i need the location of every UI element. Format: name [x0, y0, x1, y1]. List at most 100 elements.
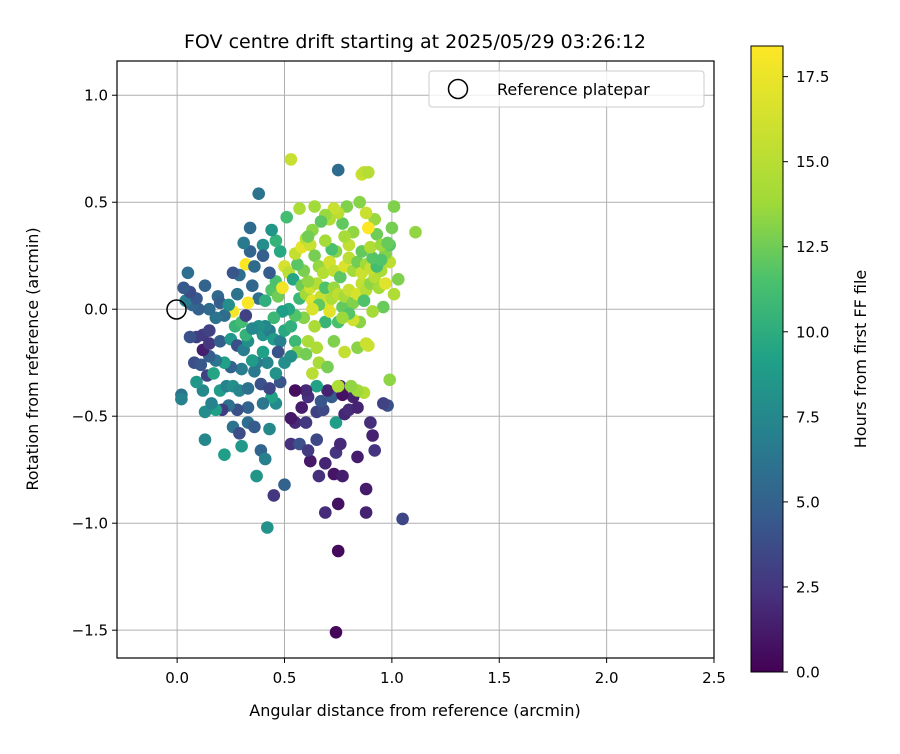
colorbar-ticks: 0.0 2.5 5.0 7.5 10.0 12.5 15.0 17.5	[783, 68, 829, 682]
data-point	[248, 260, 261, 273]
data-point	[288, 335, 302, 348]
y-tick-label: 0.5	[84, 194, 108, 212]
data-point	[327, 335, 341, 348]
data-point	[310, 433, 324, 447]
data-point	[392, 273, 405, 286]
data-point	[334, 270, 347, 284]
data-point	[340, 200, 354, 213]
data-point	[319, 315, 332, 329]
x-tick-label: 1.0	[380, 669, 404, 687]
data-point	[198, 405, 212, 419]
data-point	[273, 335, 287, 348]
data-point	[301, 230, 315, 243]
data-point	[288, 384, 302, 397]
data-point	[273, 245, 287, 258]
data-point	[310, 341, 324, 355]
data-point	[256, 397, 270, 410]
data-point	[291, 258, 304, 271]
x-tick-label: 2.5	[702, 669, 726, 687]
data-point	[269, 367, 283, 380]
data-point	[308, 320, 321, 333]
colorbar-tick-label: 17.5	[796, 68, 829, 86]
data-point	[175, 392, 188, 406]
data-point	[351, 450, 364, 464]
data-point	[304, 454, 317, 468]
data-point	[308, 249, 321, 262]
data-point	[385, 221, 399, 235]
x-tick-label: 2.0	[595, 669, 619, 687]
data-point	[261, 521, 274, 534]
data-point	[256, 249, 270, 262]
data-point	[359, 206, 373, 220]
data-point	[250, 469, 263, 483]
data-point	[181, 266, 195, 280]
data-point	[374, 253, 388, 267]
y-tick-label: −1.5	[72, 622, 108, 640]
y-tick-label: −1.0	[72, 515, 108, 533]
data-point	[319, 457, 332, 470]
data-point	[190, 375, 203, 389]
data-point	[364, 240, 377, 254]
data-point	[331, 497, 345, 511]
data-point	[409, 225, 422, 239]
data-point	[213, 335, 227, 348]
data-point	[310, 379, 324, 393]
data-point	[321, 384, 334, 397]
data-point	[321, 360, 334, 374]
data-point	[278, 356, 291, 370]
data-point	[357, 294, 371, 308]
chart-title: FOV centre drift starting at 2025/05/29 …	[184, 31, 646, 53]
data-point	[362, 221, 375, 235]
data-point	[387, 287, 401, 301]
colorbar	[750, 45, 784, 673]
data-point	[222, 298, 235, 312]
data-point	[235, 362, 248, 376]
data-point	[203, 302, 216, 316]
data-point	[267, 489, 281, 502]
data-point	[319, 506, 332, 519]
data-point	[261, 356, 274, 370]
data-point	[308, 200, 321, 213]
x-axis-ticks: 0.0 0.5 1.0 1.5 2.0 2.5	[165, 658, 726, 687]
data-point	[276, 305, 289, 318]
data-point	[276, 281, 289, 295]
data-point	[362, 166, 375, 179]
data-point	[366, 305, 379, 318]
data-point	[301, 444, 315, 457]
data-point	[336, 469, 349, 483]
data-point	[269, 234, 283, 247]
y-tick-label: 1.0	[84, 87, 108, 105]
data-point	[359, 506, 373, 519]
data-point	[314, 394, 328, 408]
data-point	[248, 420, 261, 434]
data-point	[351, 401, 364, 414]
data-point	[205, 397, 218, 410]
data-point	[336, 311, 349, 325]
data-point	[359, 482, 373, 496]
data-point	[295, 401, 309, 414]
x-tick-label: 1.5	[487, 669, 511, 687]
reference-platepar-marker	[166, 299, 187, 320]
y-axis-ticks: 1.0 0.5 0.0 −0.5 −1.0 −1.5	[72, 87, 117, 640]
data-point	[323, 305, 336, 318]
data-point	[379, 277, 392, 290]
data-point	[336, 217, 349, 230]
data-point	[203, 324, 216, 337]
data-point	[207, 367, 220, 380]
data-point	[203, 337, 216, 350]
data-point	[246, 354, 259, 367]
data-point	[331, 544, 345, 558]
data-point	[316, 266, 330, 280]
data-point	[338, 230, 351, 243]
legend: Reference platepar	[428, 70, 705, 108]
data-point	[314, 215, 328, 228]
data-point	[368, 444, 382, 457]
colorbar-tick-label: 2.5	[796, 578, 820, 596]
data-point	[299, 347, 313, 361]
data-point	[299, 384, 313, 397]
data-point	[256, 345, 270, 359]
colorbar-tick-label: 15.0	[796, 153, 829, 171]
data-point	[198, 279, 212, 293]
data-point	[319, 234, 332, 247]
